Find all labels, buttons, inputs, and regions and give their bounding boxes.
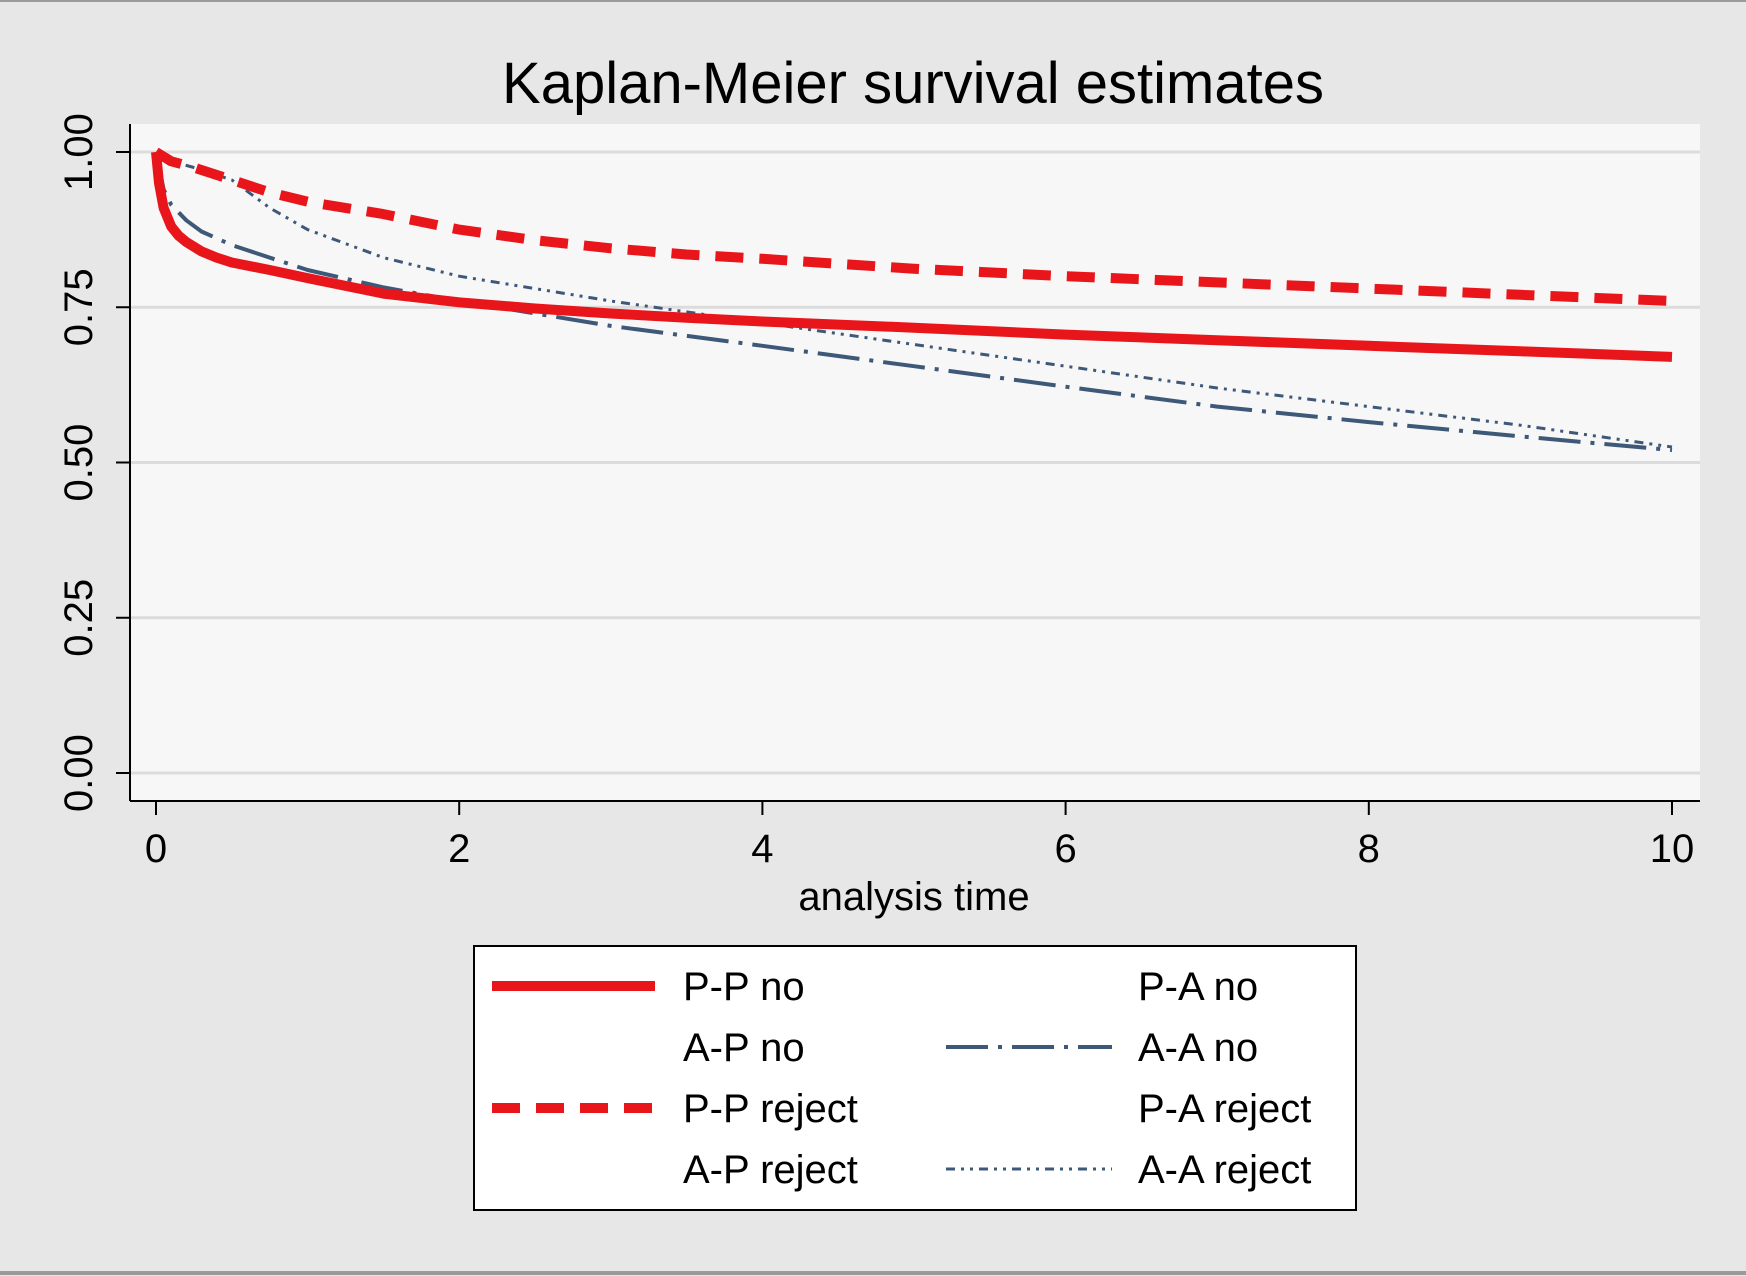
x-tick-label: 6 [1054,827,1076,871]
grid-lines [130,150,1700,775]
y-tick-label: 0.00 [57,734,101,812]
legend-label-a-a-no: A-A no [1138,1026,1258,1070]
legend-label-p-a-reject: P-A reject [1138,1087,1311,1131]
legend-label-p-p-reject: P-P reject [683,1087,858,1131]
y-tick-label: 0.50 [57,424,101,502]
chart-title: Kaplan-Meier survival estimates [502,51,1324,116]
legend-label-a-a-reject: A-A reject [1138,1148,1311,1192]
x-tick-label: 2 [448,827,470,871]
x-tick-label: 4 [751,827,773,871]
x-tick-label: 8 [1358,827,1380,871]
legend-label-a-p-no: A-P no [683,1026,805,1070]
x-axis-label: analysis time [798,875,1029,919]
legend-label-p-p-no: P-P no [683,965,805,1009]
legend: P-P no P-A no A-P no A-A no P-P reject P-A re… [492,965,1311,1192]
legend-label-p-a-no: P-A no [1138,965,1258,1009]
x-tick-label: 10 [1650,827,1695,871]
y-tick-label: 0.25 [57,579,101,657]
legend-label-a-p-reject: A-P reject [683,1148,858,1192]
series-line-a-a-no [154,151,1673,453]
y-tick-label: 0.75 [57,268,101,346]
x-axis-ticks: 0 2 4 6 8 10 [145,801,1694,871]
series-line-a-a-reject [155,150,1673,449]
x-tick-label: 0 [145,827,167,871]
series-line-p-p-no [151,151,1673,362]
series-line-p-p-reject [153,147,1673,306]
y-axis-ticks: 0.00 0.25 0.50 0.75 1.00 [57,113,130,812]
y-tick-label: 1.00 [57,113,101,191]
series-lines [151,147,1673,453]
